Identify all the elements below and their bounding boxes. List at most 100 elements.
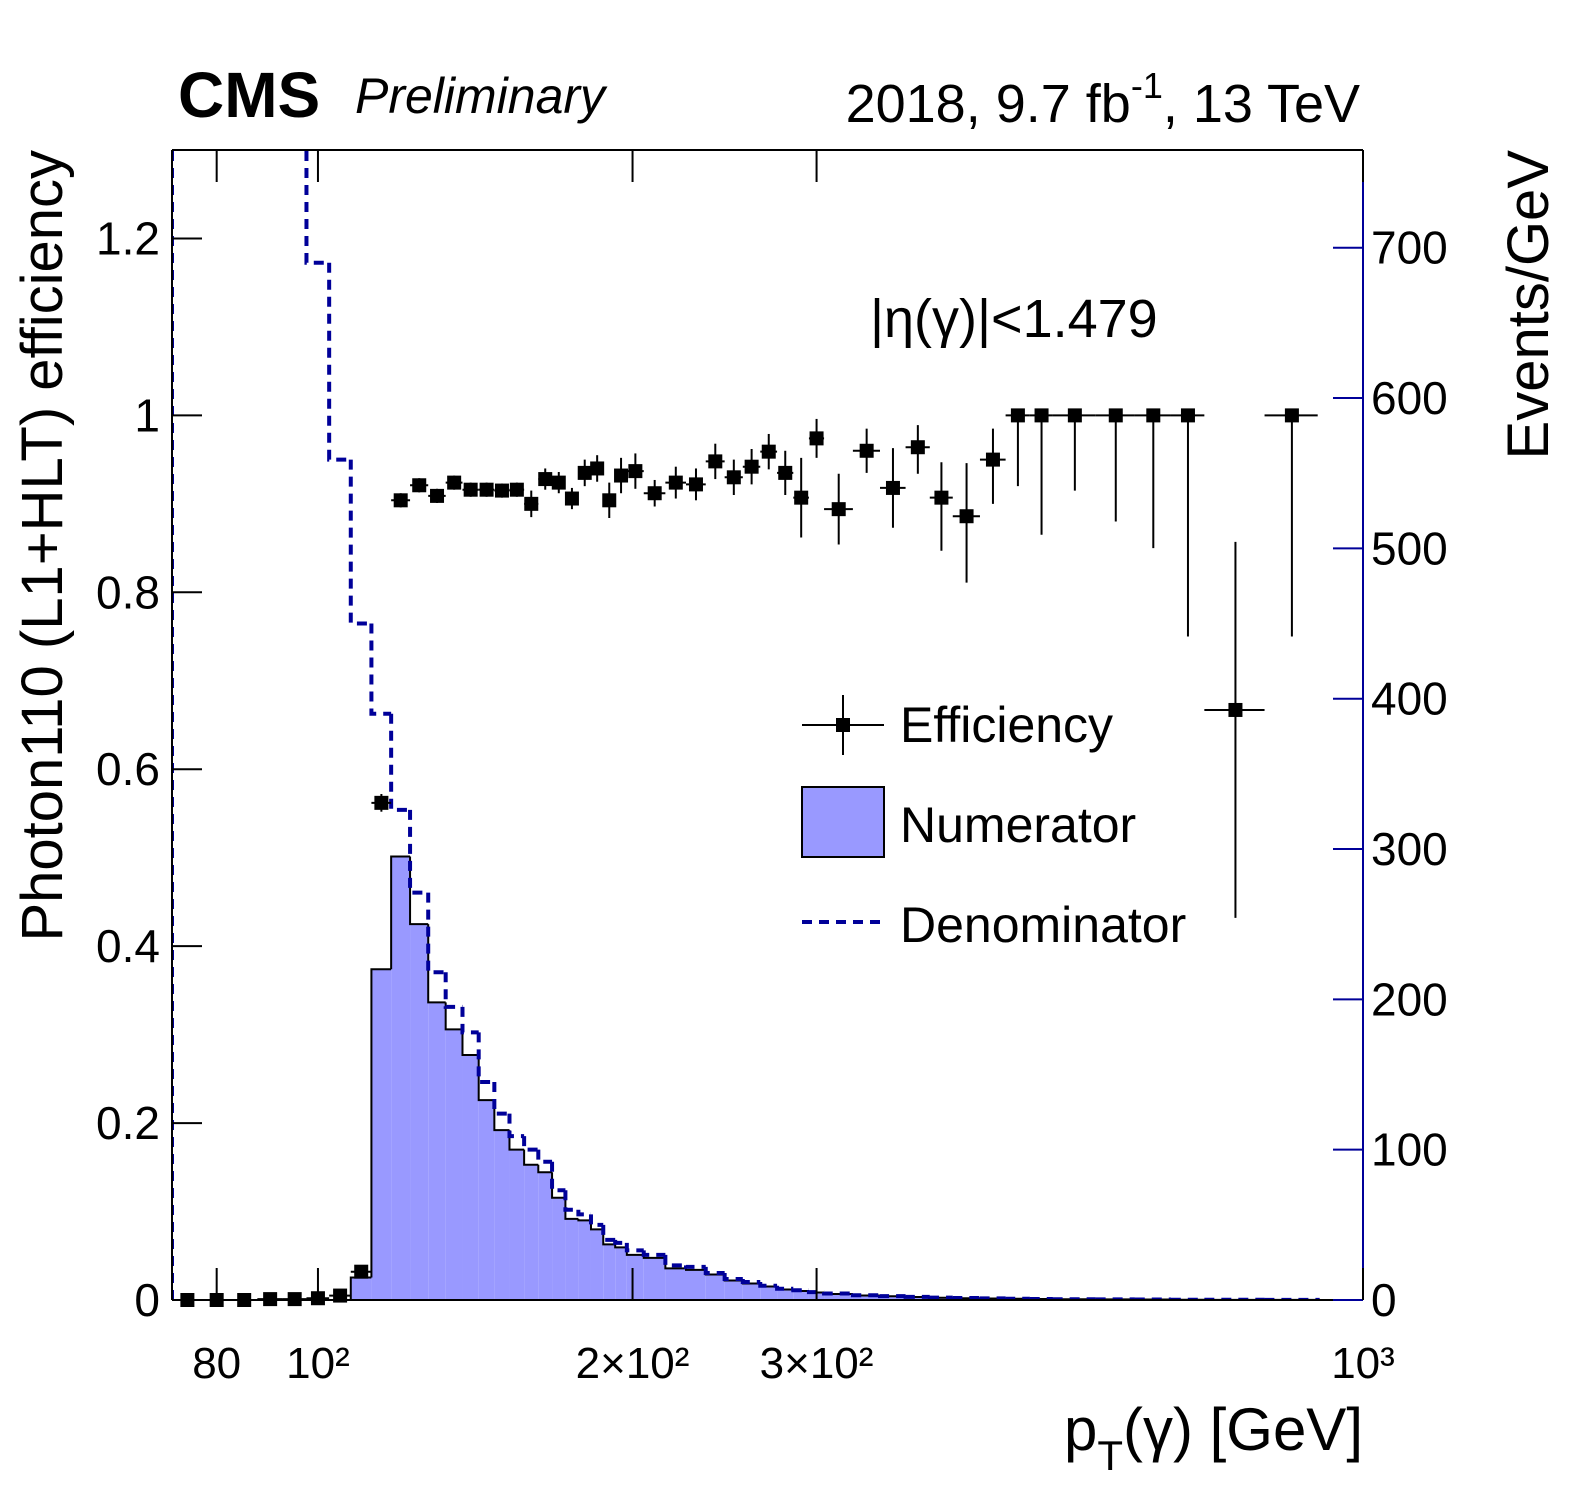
histogram-step	[476, 1032, 495, 1085]
data-point	[412, 478, 427, 493]
histogram-bar	[905, 1296, 930, 1300]
histogram-step	[492, 1082, 510, 1116]
data-point	[959, 509, 974, 524]
legend-swatch	[836, 718, 850, 732]
y-tick-label: 0.4	[96, 920, 160, 972]
x-tick-label: 3×10²	[760, 1339, 874, 1388]
data-point	[447, 475, 462, 490]
histogram-outline	[461, 1029, 479, 1056]
histogram-bar	[793, 1290, 809, 1300]
histogram-step	[877, 1294, 906, 1299]
data-point	[934, 490, 949, 505]
lumi-exponent: -1	[1131, 65, 1163, 106]
data-point	[1228, 702, 1243, 717]
histogram-outline	[444, 1002, 463, 1031]
x-tick-label: 80	[192, 1339, 241, 1388]
legend-label: Efficiency	[900, 697, 1113, 753]
annotation: |η(γ)|<1.479	[870, 289, 1158, 349]
histogram-bar	[478, 1100, 495, 1300]
histogram-outline	[477, 1054, 495, 1102]
histogram-outline	[523, 1149, 539, 1166]
histogram-bar	[509, 1149, 525, 1300]
histogram-outline	[577, 1218, 591, 1222]
histogram-bar	[590, 1229, 604, 1300]
data-point	[628, 464, 643, 479]
histogram-step	[641, 1250, 666, 1257]
histogram-bar	[705, 1274, 725, 1300]
histogram-bar	[428, 1002, 446, 1300]
data-point	[1034, 408, 1049, 423]
data-point	[494, 483, 509, 498]
histogram-bar	[686, 1269, 706, 1300]
histogram-bar	[879, 1296, 906, 1300]
histogram-step	[304, 150, 330, 265]
histogram-bar	[524, 1164, 539, 1300]
histogram-bar	[371, 969, 392, 1300]
histogram-step	[389, 713, 411, 812]
data-point	[647, 486, 662, 501]
y-tick-label: 1.2	[96, 212, 160, 264]
y2-tick-label: 200	[1371, 973, 1448, 1025]
data-point	[744, 459, 759, 474]
histogram-outline	[493, 1100, 510, 1132]
histogram-outline	[685, 1268, 706, 1271]
histogram-step	[348, 459, 372, 626]
data-point	[564, 491, 579, 506]
data-point	[809, 431, 824, 446]
histogram-step	[775, 1285, 794, 1291]
y2-tick-label: 300	[1371, 823, 1448, 875]
data-point	[551, 475, 566, 490]
histogram-outline	[551, 1172, 566, 1199]
histogram-bar	[724, 1280, 743, 1300]
histogram-step	[624, 1242, 644, 1253]
data-point	[310, 1291, 325, 1306]
histogram-bar	[350, 1277, 372, 1300]
legend-swatch	[801, 786, 885, 858]
legend: Efficiency Numerator Denominator	[801, 695, 1186, 953]
data-point	[209, 1293, 224, 1307]
histogram-outline	[427, 924, 446, 1004]
data-point	[577, 465, 592, 480]
data-point	[1180, 408, 1195, 423]
data-point	[668, 475, 683, 490]
histogram-step	[613, 1239, 627, 1245]
legend-label: Denominator	[900, 897, 1186, 953]
data-point	[374, 795, 389, 810]
histogram-bar	[603, 1244, 616, 1300]
y-tick-label: 0.2	[96, 1097, 160, 1149]
histogram-step	[927, 1295, 953, 1300]
data-point	[463, 482, 478, 497]
histogram-step	[850, 1293, 880, 1298]
data-point	[287, 1292, 302, 1307]
x-tick-label: 10³	[1331, 1339, 1395, 1388]
y2-tick-label: 600	[1371, 372, 1448, 424]
histogram-step	[822, 1291, 853, 1296]
histogram-bar	[852, 1295, 880, 1300]
x-axis-label: pT(γ) [GeV]	[1064, 1396, 1363, 1479]
y2-axis-label: Events/GeV	[1496, 150, 1561, 460]
histogram-step	[601, 1224, 616, 1242]
histogram-step	[172, 150, 174, 1300]
lumi: 2018, 9.7 fb-1, 13 TeV	[846, 65, 1360, 134]
data-point	[1284, 408, 1299, 423]
histogram-outline	[390, 855, 411, 970]
data-point	[602, 493, 617, 508]
plot-area	[172, 150, 1320, 1300]
histogram-outline	[508, 1130, 525, 1151]
histogram-bar	[462, 1054, 479, 1300]
y2-tick-label: 0	[1371, 1274, 1397, 1326]
histogram-step	[327, 262, 351, 462]
histogram-bar	[494, 1130, 510, 1300]
data-point	[910, 440, 925, 455]
histogram-step	[703, 1266, 725, 1275]
y-tick-label: 0.8	[96, 566, 160, 618]
histogram-bar	[929, 1297, 953, 1300]
histogram-step	[806, 1290, 825, 1295]
status: Preliminary	[355, 68, 608, 124]
histogram-bar	[538, 1172, 553, 1300]
data-point	[333, 1288, 348, 1303]
y-tick-label: 1	[134, 389, 160, 441]
data-point	[726, 470, 741, 485]
histogram-bar	[626, 1254, 644, 1300]
histogram-step	[740, 1278, 761, 1284]
